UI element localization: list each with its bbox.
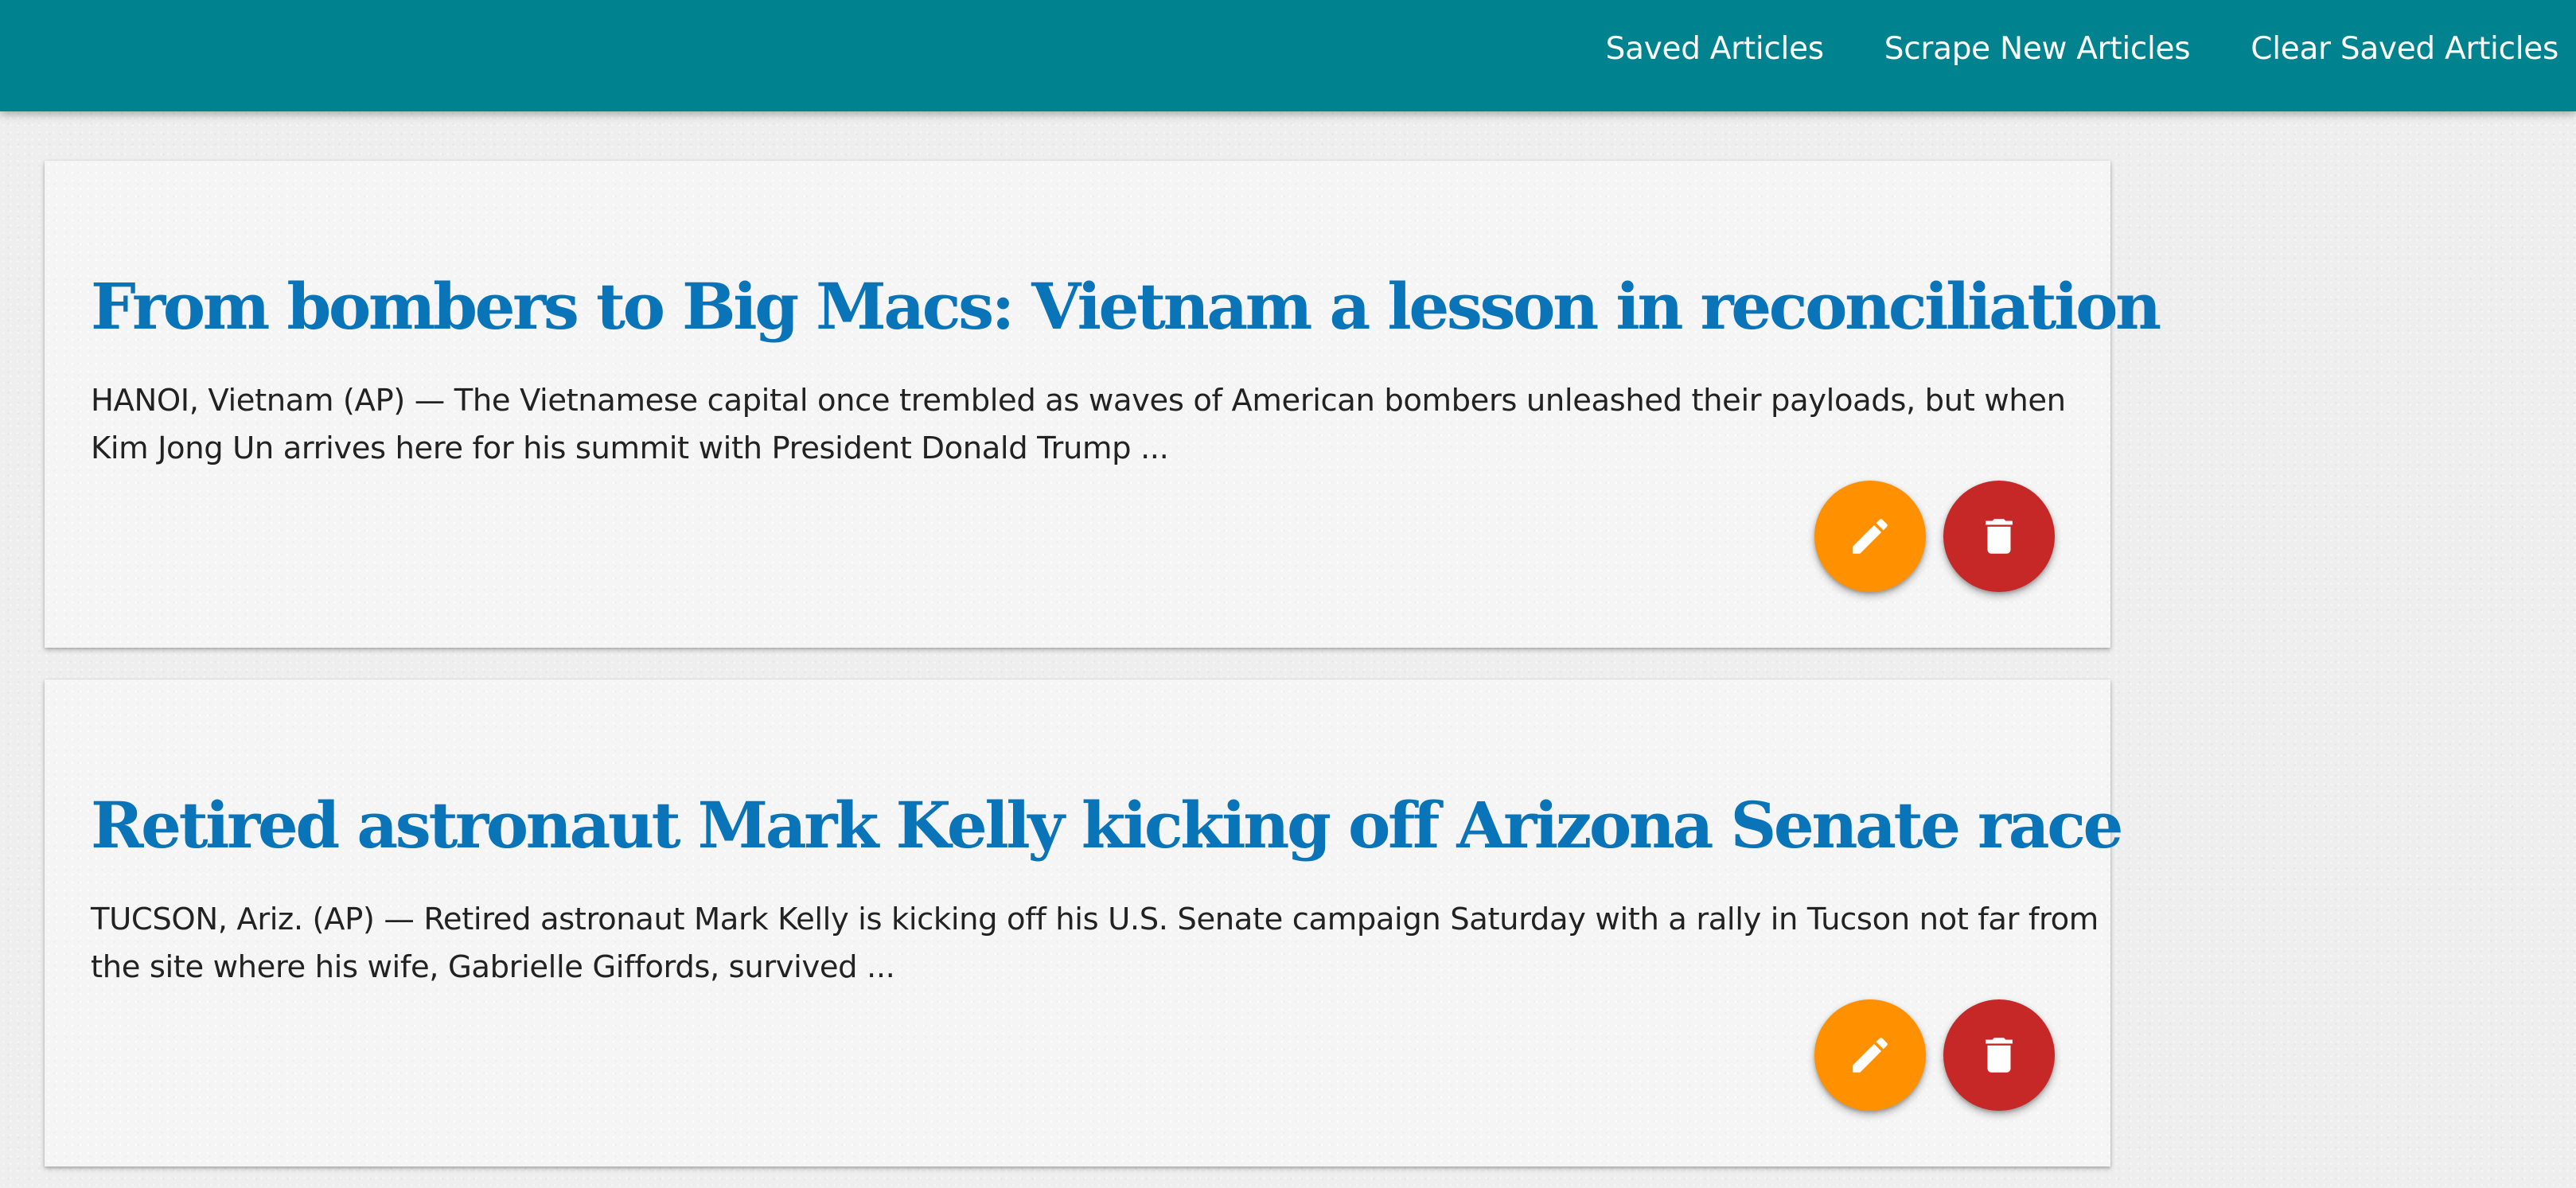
edit-note-button[interactable] — [1814, 999, 1926, 1111]
edit-note-button[interactable] — [1814, 481, 1926, 592]
top-navbar: Saved Articles Scrape New Articles Clear… — [0, 0, 2576, 111]
nav-link-saved-articles[interactable]: Saved Articles — [1605, 30, 1824, 67]
delete-article-button[interactable] — [1943, 481, 2055, 592]
nav-links: Saved Articles Scrape New Articles Clear… — [1576, 0, 2576, 97]
article-summary: HANOI, Vietnam (AP) — The Vietnamese cap… — [91, 383, 2066, 466]
trash-icon — [1986, 519, 2013, 554]
article-title[interactable]: From bombers to Big Macs: Vietnam a less… — [91, 269, 2161, 344]
pencil-icon — [1853, 519, 1888, 554]
article-actions — [1814, 999, 2055, 1111]
article-summary: TUCSON, Ariz. (AP) — Retired astronaut M… — [91, 902, 2099, 985]
pencil-icon — [1853, 1038, 1888, 1073]
article-title[interactable]: Retired astronaut Mark Kelly kicking off… — [91, 788, 2123, 863]
delete-article-button[interactable] — [1943, 999, 2055, 1111]
trash-icon — [1986, 1038, 2013, 1073]
nav-link-scrape-new-articles[interactable]: Scrape New Articles — [1884, 30, 2191, 67]
article-actions — [1814, 481, 2055, 592]
nav-link-clear-saved-articles[interactable]: Clear Saved Articles — [2251, 30, 2558, 67]
article-card: From bombers to Big Macs: Vietnam a less… — [45, 161, 2161, 648]
article-card: Retired astronaut Mark Kelly kicking off… — [45, 680, 2123, 1167]
